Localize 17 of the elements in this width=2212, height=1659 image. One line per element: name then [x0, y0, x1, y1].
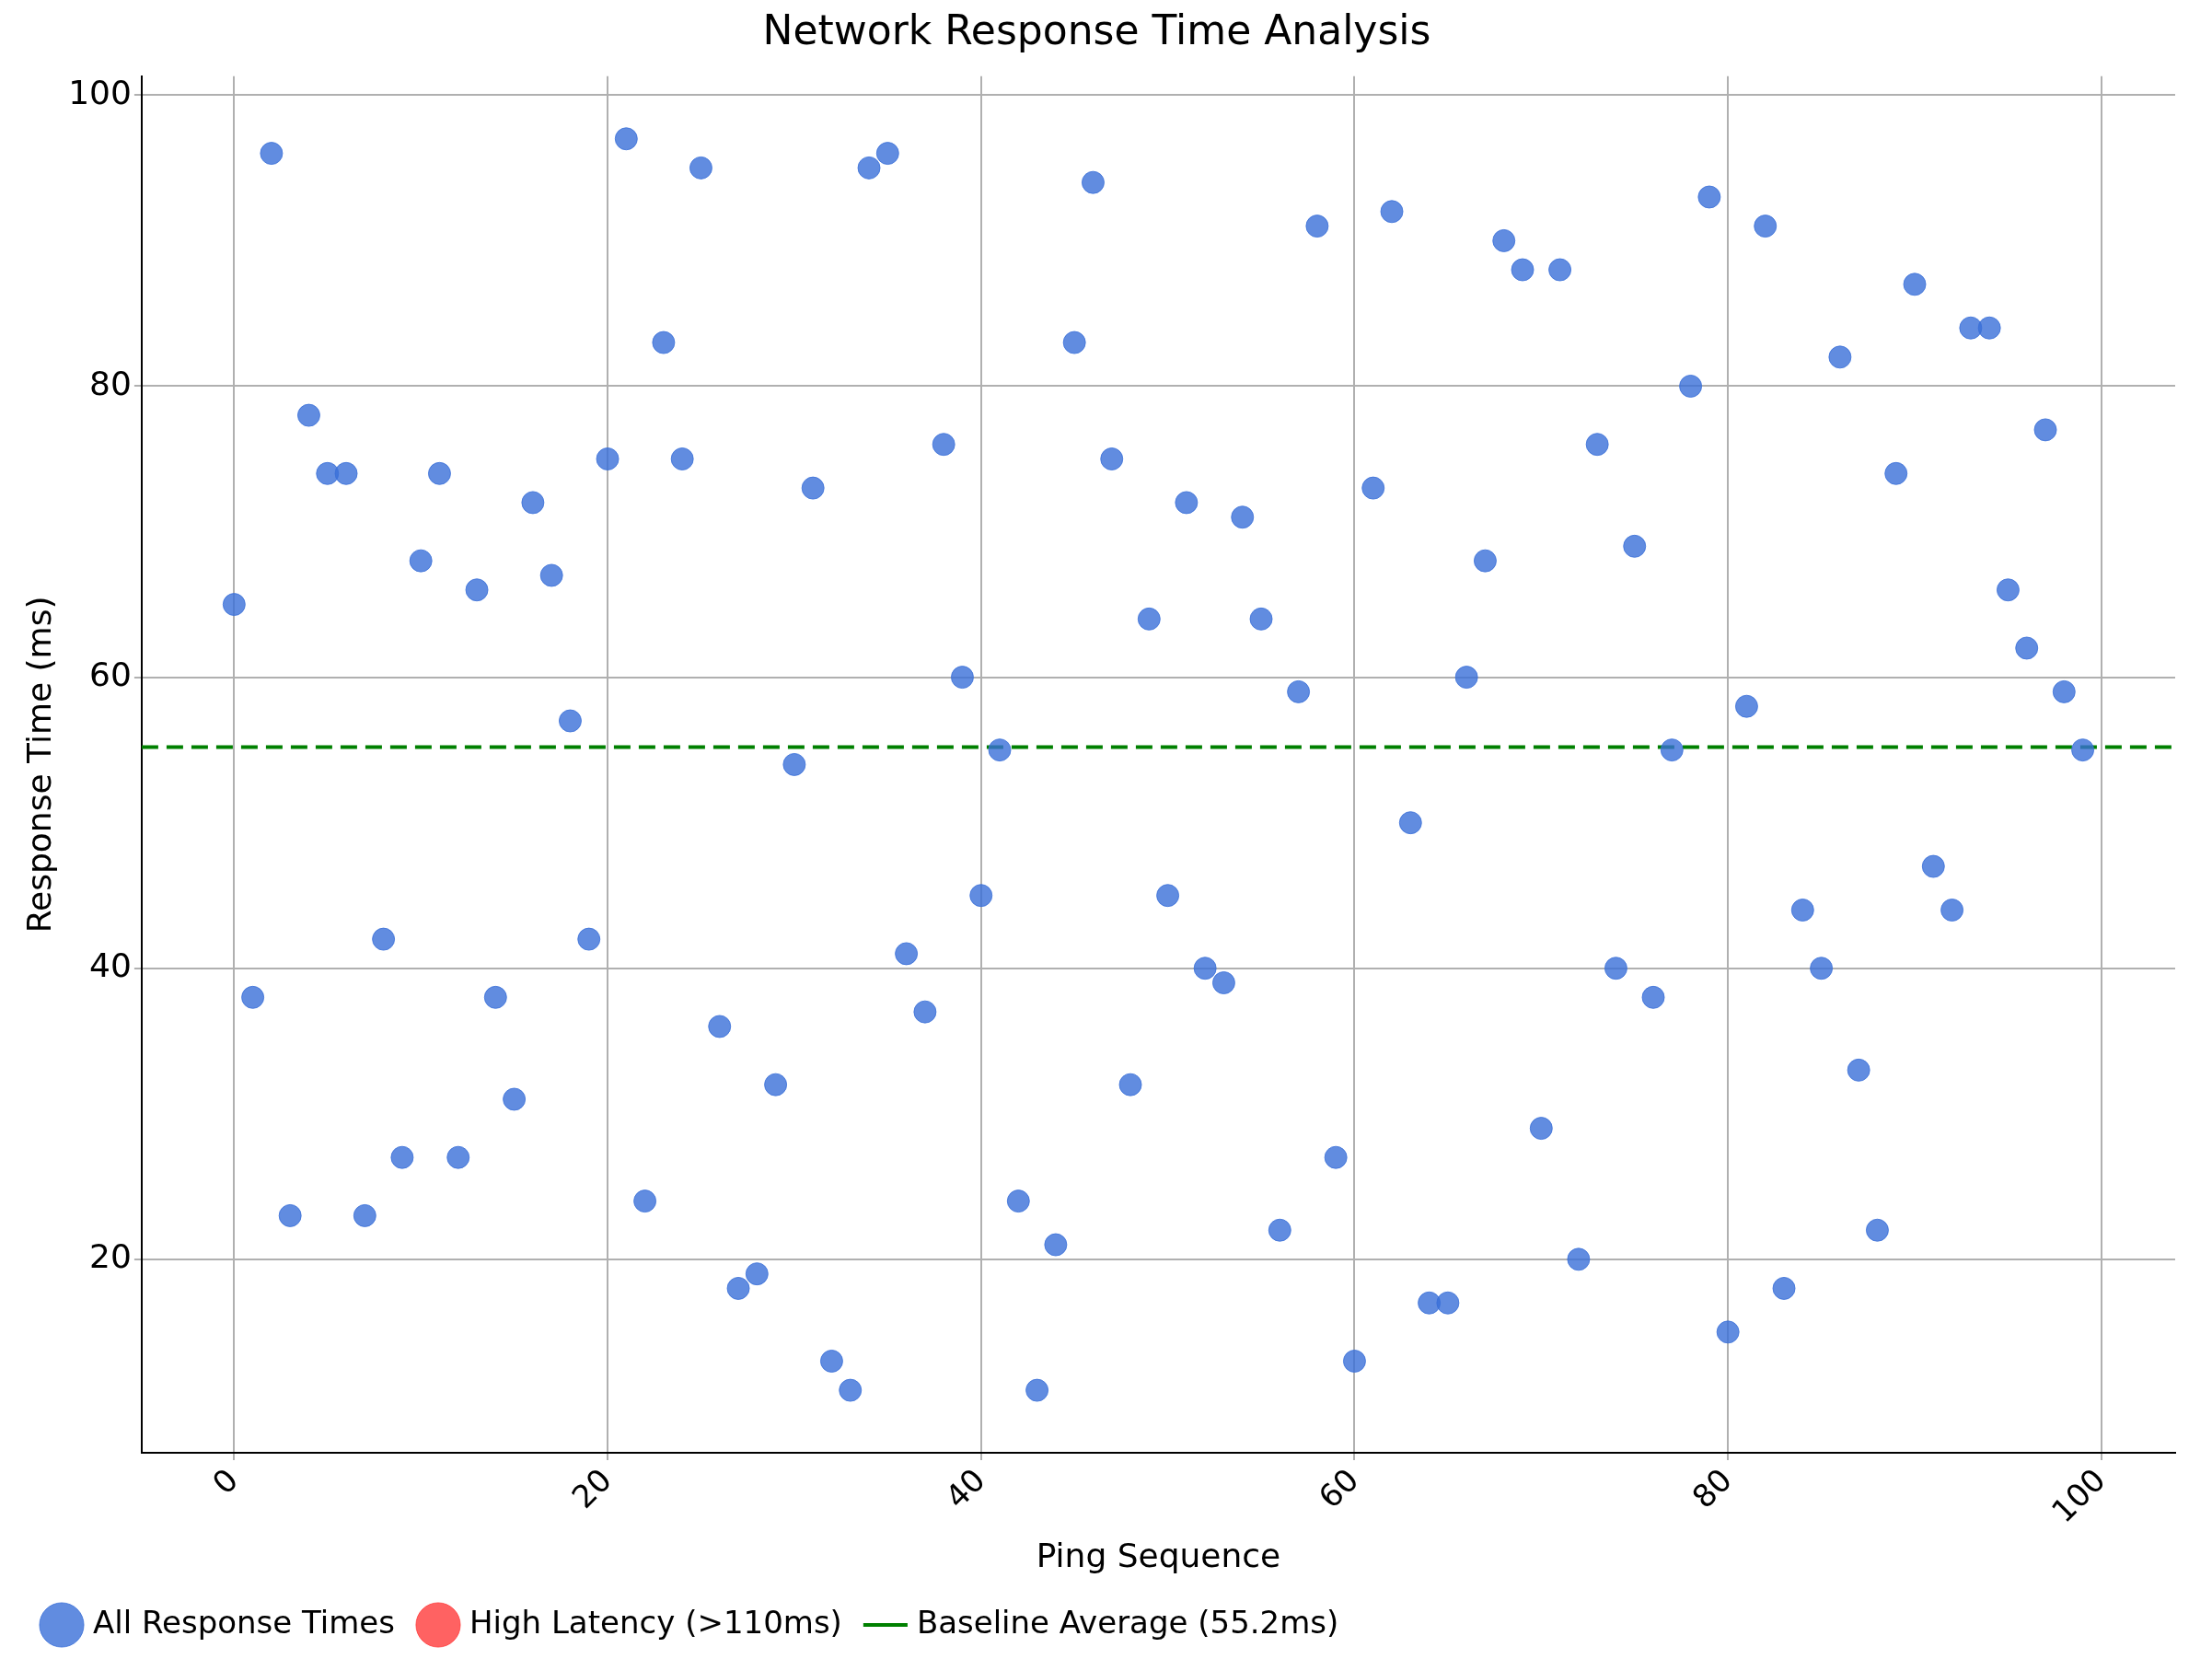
- legend-label: All Response Times: [93, 1603, 395, 1641]
- y-tick-label: 100: [68, 73, 132, 111]
- x-axis-title: Ping Sequence: [1036, 1536, 1281, 1574]
- x-tick-label: 0: [204, 1461, 246, 1502]
- x-tick-label: 40: [937, 1461, 992, 1515]
- y-tick-label: 60: [89, 655, 132, 693]
- x-tick-label: 80: [1685, 1461, 1740, 1515]
- y-tick-label: 40: [89, 946, 132, 985]
- x-tick-label: 20: [564, 1461, 619, 1515]
- x-tick-label: 100: [2044, 1461, 2113, 1530]
- chart-title: Network Response Time Analysis: [762, 6, 1431, 53]
- x-tick-label: 60: [1311, 1461, 1366, 1515]
- y-tick-label: 80: [89, 364, 132, 402]
- legend-label: Baseline Average (55.2ms): [916, 1603, 1339, 1641]
- legend-label: High Latency (>110ms): [469, 1603, 842, 1641]
- y-tick-label: 20: [89, 1237, 132, 1276]
- y-axis-title: Response Time (ms): [19, 596, 58, 934]
